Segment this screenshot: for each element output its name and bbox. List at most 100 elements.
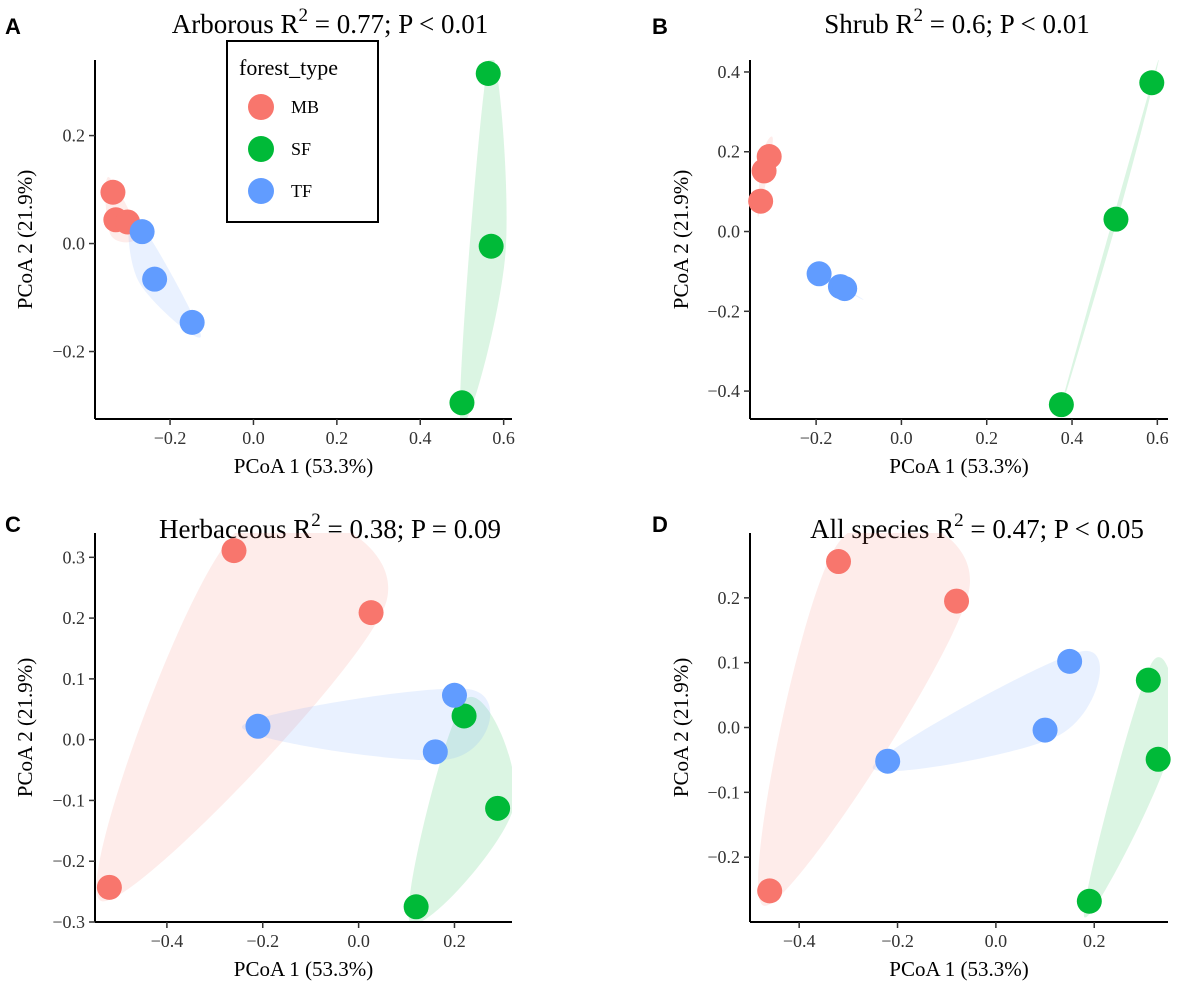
- y-tick-label: −0.2: [52, 851, 85, 871]
- y-tick-label: −0.2: [52, 342, 85, 362]
- title-exponent: 2: [954, 510, 964, 531]
- y-axis-label: PCoA 2 (21.9%): [669, 170, 693, 309]
- x-tick-label: 0.0: [985, 931, 1008, 951]
- legend-label-sf: SF: [291, 139, 311, 159]
- data-point-tf: [179, 309, 205, 335]
- panel-letter: D: [652, 512, 668, 537]
- y-tick-label: 0.0: [718, 222, 741, 242]
- data-point-mb: [757, 878, 783, 904]
- x-tick-label: −0.4: [783, 931, 816, 951]
- series-mb: [100, 179, 141, 235]
- chart-title: All species R2 = 0.47; P < 0.05: [810, 510, 1144, 544]
- series-mb: [757, 549, 970, 904]
- hull-mb: [96, 533, 388, 902]
- data-point-sf: [1145, 746, 1171, 772]
- title-r2: R: [936, 514, 954, 544]
- y-axis-label: PCoA 2 (21.9%): [13, 658, 37, 797]
- data-point-tf: [245, 713, 271, 739]
- legend-title: forest_type: [239, 55, 338, 80]
- hull-sf: [408, 697, 512, 922]
- x-axis-label: PCoA 1 (53.3%): [234, 454, 373, 478]
- legend-swatch-tf: [248, 178, 274, 204]
- y-tick-label: −0.3: [52, 912, 85, 932]
- x-tick-label: 0.0: [242, 428, 265, 448]
- title-exponent: 2: [914, 5, 924, 26]
- panel-letter: A: [5, 14, 21, 39]
- series-tf: [129, 219, 205, 335]
- panel-letter: B: [652, 14, 668, 39]
- series-sf: [449, 60, 504, 416]
- chart-title: Shrub R2 = 0.6; P < 0.01: [824, 5, 1090, 39]
- data-point-sf: [1139, 70, 1165, 96]
- x-tick-label: 0.2: [443, 931, 466, 951]
- x-tick-label: 0.0: [347, 931, 370, 951]
- data-point-tf: [1057, 648, 1083, 674]
- data-point-mb: [358, 600, 384, 626]
- x-tick-label: −0.2: [246, 931, 279, 951]
- x-tick-label: 0.0: [890, 428, 913, 448]
- y-tick-label: 0.0: [63, 234, 86, 254]
- data-point-tf: [806, 261, 832, 287]
- series-tf: [245, 682, 467, 765]
- y-tick-label: 0.2: [718, 142, 741, 162]
- series-tf: [875, 648, 1083, 774]
- x-tick-label: −0.2: [154, 428, 187, 448]
- x-axis-label: PCoA 1 (53.3%): [234, 957, 373, 981]
- legend-label-mb: MB: [291, 97, 319, 117]
- y-tick-label: 0.0: [63, 730, 86, 750]
- hull-mb: [758, 533, 970, 906]
- data-point-sf: [1076, 888, 1102, 914]
- y-axis-label: PCoA 2 (21.9%): [669, 658, 693, 797]
- data-point-sf: [475, 60, 501, 86]
- title-main: Arborous: [172, 9, 281, 39]
- data-point-mb: [96, 874, 122, 900]
- chart-title: Herbaceous R2 = 0.38; P = 0.09: [159, 510, 501, 544]
- title-exponent: 2: [299, 5, 309, 26]
- x-tick-label: 0.4: [409, 428, 432, 448]
- data-point-sf: [403, 894, 429, 920]
- x-tick-label: 0.2: [1083, 931, 1106, 951]
- hull-sf: [1083, 657, 1168, 918]
- y-tick-label: 0.3: [63, 547, 86, 567]
- title-main: All species: [810, 514, 936, 544]
- x-axis-label: PCoA 1 (53.3%): [889, 454, 1028, 478]
- x-tick-label: 0.2: [326, 428, 349, 448]
- data-point-tf: [422, 739, 448, 765]
- panel-b: B Shrub R2 = 0.6; P < 0.01 −0.2 0.0 0.2 0.4 0.…: [652, 5, 1169, 478]
- data-point-sf: [1103, 206, 1129, 232]
- y-axis-label: PCoA 2 (21.9%): [13, 170, 37, 309]
- y-tick-label: 0.2: [718, 588, 741, 608]
- data-point-sf: [1048, 392, 1074, 418]
- data-point-sf: [478, 233, 504, 259]
- data-point-sf: [1135, 667, 1161, 693]
- title-stats: = 0.77; P < 0.01: [308, 9, 488, 39]
- title-r2: R: [896, 9, 914, 39]
- title-stats: = 0.47; P < 0.05: [964, 514, 1144, 544]
- data-point-mb: [944, 588, 970, 614]
- y-tick-label: −0.2: [707, 847, 740, 867]
- data-point-tf: [441, 682, 467, 708]
- title-main: Herbaceous: [159, 514, 293, 544]
- data-point-mb: [100, 179, 126, 205]
- panel-letter: C: [5, 512, 21, 537]
- series-mb: [96, 538, 384, 900]
- y-tick-label: 0.1: [63, 669, 86, 689]
- panel-c: C Herbaceous R2 = 0.38; P = 0.09 −0.4 −0.2 0…: [5, 510, 512, 981]
- data-point-sf: [485, 795, 511, 821]
- y-tick-label: 0.2: [63, 608, 86, 628]
- data-point-tf: [142, 266, 168, 292]
- x-tick-label: −0.2: [800, 428, 833, 448]
- series-sf: [403, 703, 511, 920]
- data-point-tf: [129, 219, 155, 245]
- hull-sf: [1057, 60, 1159, 419]
- panel-a: A Arborous R2 = 0.77; P < 0.01 −0.2 0.0 0.2 0…: [5, 5, 515, 478]
- panel-d: D All species R2 = 0.47; P < 0.05 −0.4 −0.2…: [652, 510, 1171, 981]
- x-tick-label: −0.2: [881, 931, 914, 951]
- y-tick-label: 0.4: [718, 62, 741, 82]
- x-tick-label: 0.6: [492, 428, 515, 448]
- legend: forest_type MB SF TF: [226, 40, 379, 223]
- x-tick-label: 0.6: [1146, 428, 1169, 448]
- x-axis-label: PCoA 1 (53.3%): [889, 957, 1028, 981]
- x-tick-label: 0.4: [1061, 428, 1084, 448]
- title-exponent: 2: [311, 510, 321, 531]
